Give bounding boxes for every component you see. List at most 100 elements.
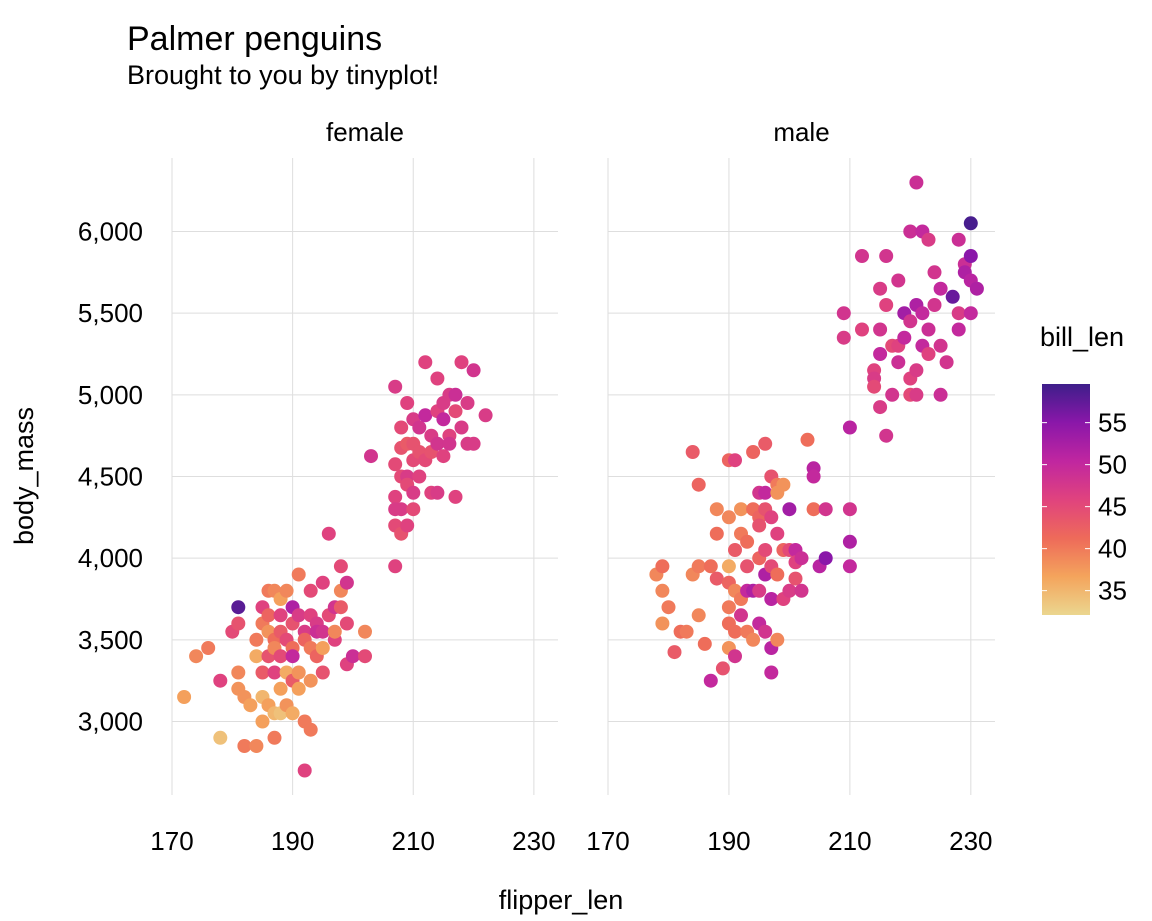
data-point [394, 420, 409, 435]
data-point [291, 608, 306, 623]
data-point [921, 322, 936, 337]
data-point [721, 600, 736, 615]
data-point [782, 583, 797, 598]
data-point [691, 477, 706, 492]
data-point [909, 387, 924, 402]
data-point [927, 265, 942, 280]
data-point [758, 543, 773, 557]
color-legend: bill_len 35 40 45 50 55 [1040, 322, 1127, 615]
facet-label: female [326, 117, 404, 147]
data-point [909, 363, 924, 378]
data-point [400, 396, 415, 410]
data-point [661, 600, 676, 615]
data-point [273, 649, 288, 664]
data-point [764, 665, 779, 680]
data-point [388, 489, 403, 504]
data-point [873, 347, 888, 361]
data-point [406, 502, 421, 517]
facet-panel-male: male 170 190 210 230 [586, 117, 995, 856]
data-point [255, 665, 270, 680]
data-point [430, 436, 445, 451]
data-point [418, 355, 433, 370]
data-point [770, 567, 785, 582]
data-point [460, 396, 475, 410]
data-point [969, 281, 984, 296]
data-point [667, 645, 682, 660]
data-point [691, 559, 706, 574]
data-point [879, 249, 894, 263]
data-point [249, 649, 264, 664]
data-point [243, 698, 258, 713]
data-point [177, 690, 192, 704]
data-point [951, 322, 966, 337]
x-tick-label: 210 [392, 826, 435, 856]
data-point [963, 249, 978, 263]
data-point [448, 387, 463, 402]
data-point [273, 681, 288, 696]
data-point [842, 534, 857, 549]
data-point [358, 624, 372, 639]
y-tick-label: 3,000 [78, 707, 143, 737]
data-point [697, 636, 712, 651]
facet-panel-female: female 170 190 210 230 [150, 117, 558, 856]
x-tick-label: 190 [271, 826, 314, 856]
data-point [728, 624, 742, 639]
data-point [728, 649, 742, 664]
data-point [818, 502, 833, 517]
data-point [927, 298, 942, 312]
legend-tick-label: 35 [1098, 576, 1127, 606]
data-point [436, 412, 451, 427]
data-point [842, 502, 857, 517]
y-tick-label: 4,000 [78, 543, 143, 573]
data-point [291, 681, 306, 696]
chart-subtitle: Brought to you by tinyplot! [127, 60, 439, 90]
data-point [339, 616, 354, 631]
x-tick-label: 190 [707, 826, 750, 856]
data-point [806, 502, 821, 517]
data-point [740, 559, 755, 574]
y-tick-label: 6,000 [78, 217, 143, 247]
data-point [327, 624, 342, 639]
data-point [746, 445, 761, 459]
data-point [466, 436, 481, 451]
data-point [478, 408, 493, 423]
y-tick-label: 4,500 [78, 462, 143, 492]
x-tick-label: 170 [150, 826, 193, 856]
data-point [782, 502, 797, 517]
data-point [237, 739, 252, 753]
data-point [709, 502, 724, 517]
data-point [655, 559, 670, 574]
data-point [303, 673, 318, 688]
data-point [436, 449, 451, 464]
data-point [836, 330, 851, 345]
data-point [939, 355, 954, 370]
x-axis-label: flipper_len [499, 885, 624, 915]
data-point [818, 551, 833, 566]
data-point [921, 232, 936, 247]
x-tick-label: 230 [949, 826, 992, 856]
data-point [285, 649, 300, 664]
data-point [740, 534, 755, 549]
data-point [315, 624, 330, 639]
data-point [770, 632, 785, 647]
data-point [788, 571, 803, 586]
y-tick-label: 5,000 [78, 380, 143, 410]
data-point [418, 408, 433, 423]
data-point [213, 730, 228, 745]
legend-tick-label: 55 [1098, 408, 1127, 438]
data-point [909, 175, 924, 190]
data-point [466, 363, 481, 378]
legend-tick-label: 50 [1098, 450, 1127, 480]
data-point [345, 649, 360, 664]
data-point [903, 314, 918, 329]
data-point [448, 404, 463, 419]
data-point [873, 322, 888, 337]
data-point [454, 420, 469, 435]
data-point [794, 551, 809, 566]
data-point [303, 722, 318, 737]
data-point [685, 445, 700, 459]
data-point [655, 583, 670, 598]
data-point [963, 216, 978, 231]
data-point [836, 306, 851, 321]
